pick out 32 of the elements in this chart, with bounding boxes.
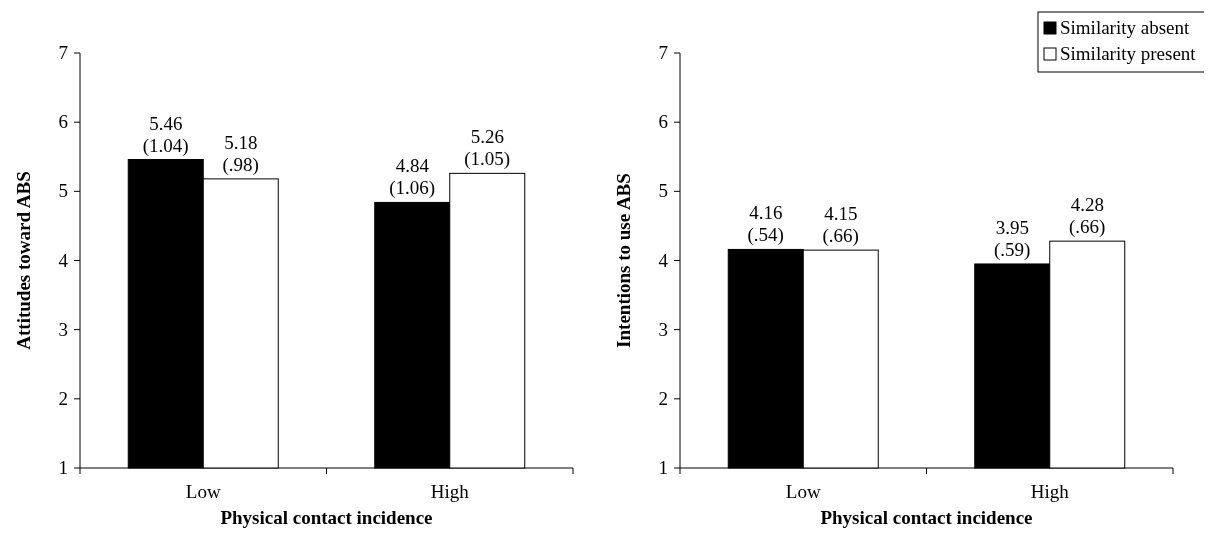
y-tick-label: 7	[58, 42, 68, 63]
y-tick-label: 5	[658, 180, 668, 202]
data-label: 5.26 (1.05)	[464, 126, 511, 171]
y-tick-label: 6	[658, 111, 668, 133]
data-label: 4.84 (1.06)	[389, 155, 436, 200]
y-tick-label: 2	[658, 387, 668, 409]
data-label: 3.95 (.59)	[994, 216, 1031, 261]
x-tick-label: Low	[785, 481, 821, 502]
y-tick-label: 4	[58, 249, 69, 271]
x-tick-label: High	[1030, 481, 1070, 502]
data-label: 4.16 (.54)	[747, 202, 784, 247]
x-tick-label: High	[430, 481, 470, 502]
x-axis-title: Physical contact incidence	[820, 507, 1033, 528]
y-tick-label: 5	[58, 180, 68, 202]
legend-label: Similarity present	[1060, 43, 1197, 64]
y-tick-label: 7	[658, 42, 668, 63]
y-tick-label: 2	[58, 387, 68, 409]
x-axis-title: Physical contact incidence	[220, 507, 433, 528]
y-tick-label: 4	[658, 249, 669, 271]
y-axis-title: Attitudes toward ABS	[13, 171, 34, 350]
data-label: 4.28 (.66)	[1069, 194, 1106, 239]
data-label: 4.15 (.66)	[822, 203, 859, 248]
data-label: 5.46 (1.04)	[142, 112, 189, 157]
y-axis-title: Intentions to use ABS	[613, 173, 634, 348]
y-tick-label: 3	[58, 318, 68, 340]
y-tick-label: 1	[658, 457, 668, 478]
y-tick-label: 1	[58, 457, 68, 478]
legend-label: Similarity absent	[1060, 17, 1191, 38]
x-tick-label: Low	[185, 481, 221, 502]
y-tick-label: 3	[658, 318, 668, 340]
data-label: 5.18 (.98)	[222, 131, 259, 176]
y-tick-label: 6	[58, 111, 68, 133]
